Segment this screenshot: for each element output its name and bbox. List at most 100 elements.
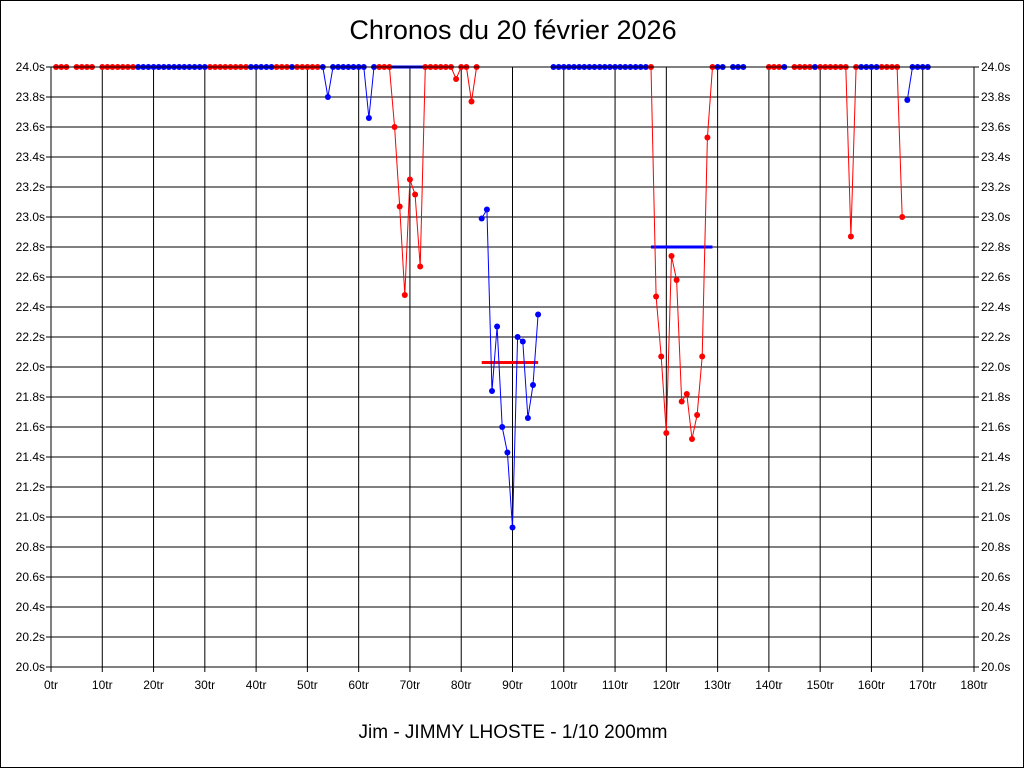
data-point-red [406, 176, 413, 183]
chart-subtitle: Jim - JIMMY LHOSTE - 1/10 200mm [358, 722, 668, 743]
y-tick-label-left: 23.6s [16, 120, 45, 134]
data-point-blue [904, 97, 911, 103]
data-point-red [401, 292, 408, 298]
y-tick-label-right: 22.8s [981, 240, 1010, 254]
y-tick-label-left: 22.6s [16, 270, 45, 284]
y-tick-label-left: 22.0s [16, 360, 45, 374]
x-tick-label: 120tr [653, 678, 680, 692]
y-tick-label-left: 23.0s [16, 210, 45, 224]
x-tick-label: 130tr [704, 678, 731, 692]
y-tick-label-left: 23.2s [16, 180, 45, 194]
y-tick-label-left: 22.2s [16, 330, 45, 344]
y-tick-label-left: 20.0s [16, 660, 45, 674]
series-line-red [881, 66, 903, 218]
y-tick-label-left: 20.8s [16, 540, 45, 554]
y-tick-label-left: 20.2s [16, 630, 45, 644]
y-tick-label-right: 20.6s [981, 570, 1010, 584]
x-tick-label: 150tr [806, 678, 833, 692]
y-tick-label-right: 22.6s [981, 270, 1010, 284]
y-tick-label-right: 22.0s [981, 360, 1010, 374]
y-tick-label-left: 20.4s [16, 600, 45, 614]
data-point-red [683, 391, 690, 397]
series-line-blue [481, 207, 539, 528]
data-point-red [396, 203, 403, 210]
x-tick-label: 0tr [44, 678, 58, 692]
data-point-red [653, 293, 660, 300]
data-point-blue [324, 94, 331, 100]
y-tick-label-left: 23.4s [16, 150, 45, 164]
y-tick-label-right: 23.6s [981, 120, 1010, 134]
data-point-red [658, 353, 665, 360]
data-point-blue [514, 334, 521, 340]
data-point-blue [489, 388, 495, 394]
data-point-red [417, 263, 424, 270]
data-point-red [704, 134, 711, 141]
data-point-red [668, 253, 675, 259]
series-line-blue [322, 66, 375, 119]
data-point-blue [509, 524, 516, 531]
data-point-blue [478, 215, 485, 222]
data-point-blue [504, 449, 511, 456]
data-point-red [391, 124, 398, 130]
y-tick-label-right: 21.0s [981, 510, 1010, 524]
x-tick-label: 10tr [92, 678, 113, 692]
data-point-red [699, 353, 706, 360]
y-tick-label-left: 21.8s [16, 390, 45, 404]
series-line-red [820, 66, 857, 237]
y-tick-label-right: 20.4s [981, 600, 1010, 614]
y-tick-label-right: 20.0s [981, 660, 1010, 674]
y-tick-label-left: 21.2s [16, 480, 45, 494]
data-point-red [678, 398, 685, 405]
y-tick-label-right: 21.6s [981, 420, 1010, 434]
x-tick-label: 160tr [858, 678, 885, 692]
x-tick-label: 60tr [348, 678, 369, 692]
series-line-red [379, 66, 478, 296]
y-tick-label-right: 22.2s [981, 330, 1010, 344]
plot-border [50, 66, 975, 668]
y-tick-label-left: 22.4s [16, 300, 45, 314]
y-tick-label-right: 21.2s [981, 480, 1010, 494]
x-tick-label: 90tr [502, 678, 523, 692]
data-point-red [689, 436, 695, 442]
y-tick-label-left: 21.0s [16, 510, 45, 524]
y-tick-label-left: 21.4s [16, 450, 45, 464]
y-tick-label-right: 20.2s [981, 630, 1010, 644]
data-point-red [673, 277, 680, 283]
x-tick-label: 30tr [194, 678, 215, 692]
x-tick-label: 170tr [909, 678, 936, 692]
data-point-blue [499, 424, 506, 430]
data-point-red [453, 76, 460, 82]
y-tick-label-right: 23.2s [981, 180, 1010, 194]
y-tick-label-right: 23.8s [981, 90, 1010, 104]
data-point-blue [483, 206, 490, 213]
y-tick-label-right: 21.8s [981, 390, 1010, 404]
y-tick-label-left: 24.0s [16, 60, 45, 74]
data-point-blue [494, 323, 501, 330]
y-tick-label-left: 21.6s [16, 420, 45, 434]
data-point-blue [530, 382, 536, 388]
x-tick-label: 50tr [297, 678, 318, 692]
data-point-red [412, 191, 419, 198]
x-tick-label: 110tr [602, 678, 628, 692]
y-tick-label-right: 22.4s [981, 300, 1010, 314]
y-tick-label-right: 23.4s [981, 150, 1010, 164]
data-point-red [468, 98, 475, 105]
y-tick-label-left: 20.6s [16, 570, 45, 584]
x-tick-label: 140tr [755, 678, 782, 692]
series-line-blue [906, 66, 928, 101]
x-tick-label: 40tr [246, 678, 267, 692]
y-tick-label-right: 21.4s [981, 450, 1010, 464]
y-tick-label-right: 20.8s [981, 540, 1010, 554]
chart-title: Chronos du 20 février 2026 [349, 15, 677, 45]
y-tick-label-right: 23.0s [981, 210, 1010, 224]
x-tick-label: 80tr [451, 678, 472, 692]
data-point-blue [535, 311, 542, 318]
x-tick-label: 100tr [550, 678, 577, 692]
x-tick-label: 70tr [400, 678, 421, 692]
x-tick-label: 20tr [143, 678, 164, 692]
data-point-blue [365, 115, 372, 121]
data-point-blue [524, 415, 531, 421]
x-tick-label: 180tr [960, 678, 987, 692]
